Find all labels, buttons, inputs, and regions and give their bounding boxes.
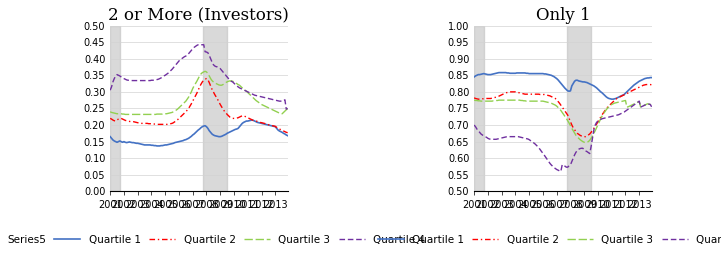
Legend: Series5, Quartile 1, Quartile 2, Quartile 3, Quartile 4: Series5, Quartile 1, Quartile 2, Quartil… <box>0 231 429 249</box>
Bar <box>567 25 591 191</box>
Bar <box>203 25 227 191</box>
Bar <box>110 25 120 191</box>
Legend: Quartile 1, Quartile 2, Quartile 3, Quartile 4: Quartile 1, Quartile 2, Quartile 3, Quar… <box>373 231 721 249</box>
Title: 2 or More (Investors): 2 or More (Investors) <box>108 7 289 24</box>
Bar <box>474 25 485 191</box>
Title: Only 1: Only 1 <box>536 7 590 24</box>
